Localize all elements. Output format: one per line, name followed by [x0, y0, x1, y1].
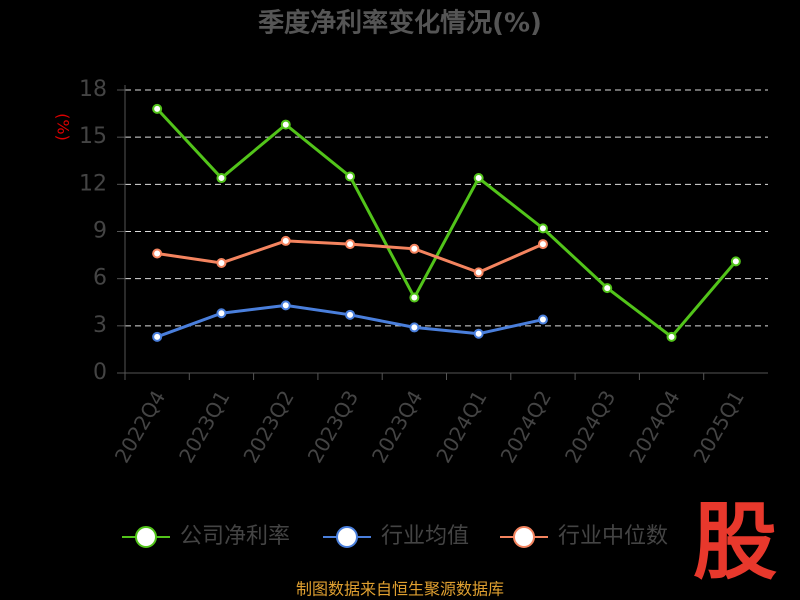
chart-title: 季度净利率变化情况(%)	[258, 8, 542, 39]
watermark: 股	[693, 493, 777, 591]
y-tick-label: 6	[93, 266, 107, 291]
data-point	[666, 331, 677, 342]
data-point	[345, 239, 356, 250]
data-point	[152, 331, 163, 342]
data-point	[537, 239, 548, 250]
data-point	[216, 173, 227, 184]
legend-marker	[513, 526, 535, 548]
y-tick-label: 15	[79, 124, 107, 149]
data-point	[473, 173, 484, 184]
y-tick-label: 3	[93, 313, 107, 338]
data-point	[216, 308, 227, 319]
legend-label: 公司净利率	[180, 524, 290, 549]
legend-marker	[336, 526, 358, 548]
data-point	[152, 103, 163, 114]
y-axis-label: (%)	[54, 113, 73, 141]
source-note: 制图数据来自恒生聚源数据库	[296, 580, 504, 599]
data-point	[602, 283, 613, 294]
y-tick-label: 12	[79, 171, 107, 196]
data-point	[409, 322, 420, 333]
y-tick-label: 0	[93, 360, 107, 385]
data-point	[473, 328, 484, 339]
data-point	[537, 314, 548, 325]
data-point	[152, 248, 163, 259]
y-tick-label: 18	[79, 77, 107, 102]
data-point	[280, 119, 291, 130]
data-point	[473, 267, 484, 278]
data-point	[280, 300, 291, 311]
data-point	[730, 256, 741, 267]
data-point	[345, 309, 356, 320]
data-point	[345, 171, 356, 182]
data-point	[409, 243, 420, 254]
legend-label: 行业中位数	[558, 524, 668, 549]
data-point	[280, 235, 291, 246]
y-tick-label: 9	[93, 219, 107, 244]
data-point	[409, 292, 420, 303]
series-line	[156, 107, 737, 339]
legend-marker	[135, 526, 157, 548]
legend-label: 行业均值	[381, 524, 469, 549]
data-point	[537, 223, 548, 234]
data-point	[216, 257, 227, 268]
